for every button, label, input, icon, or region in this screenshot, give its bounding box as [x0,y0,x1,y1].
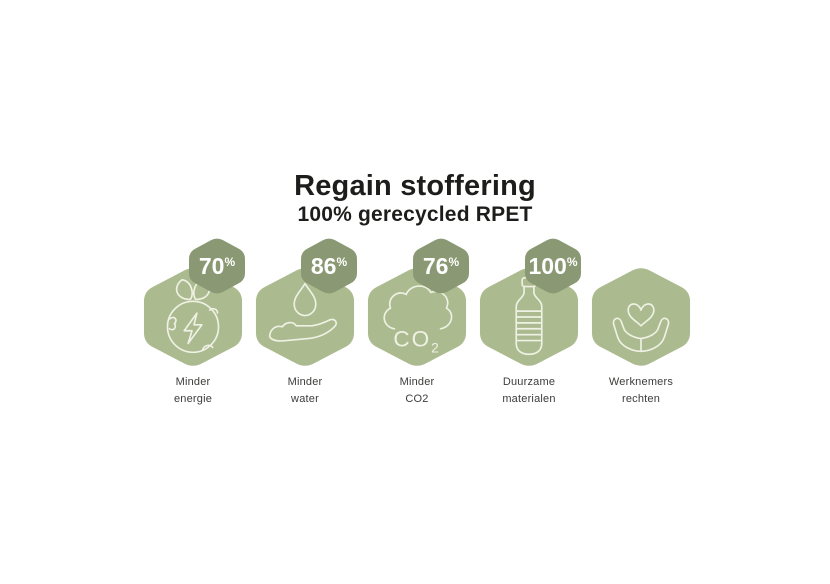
badge-hexagon [413,238,469,294]
plastic-bottle-icon [515,276,543,356]
stat-label-line1: Minder [175,376,211,388]
percent-value: 70% [199,253,236,279]
co2-cloud-icon [383,285,453,330]
stat-hexagon-workers: Werknemers rechten [591,266,691,405]
hands-heart-icon [612,303,670,353]
title-block: Regain stoffering 100% gerecycled RPET [0,171,830,226]
stat-hexagon-water: 86% Minder water [255,238,357,405]
page-subtitle: 100% gerecycled RPET [297,203,533,227]
stat-label-line1: Minder [287,376,323,388]
co2-icon-text: CO2 [393,326,438,355]
stat-label: Werknemers rechten [585,374,697,407]
hexagon-shape [591,268,691,366]
stat-label: Minder CO2 [361,374,473,407]
stat-label-line2: energie [173,392,213,405]
stat-hexagon-co2: CO2 76% Minder CO2 [367,238,469,405]
percent-badge: 76% [413,238,469,294]
stat-label: Minder water [249,374,361,407]
stat-label-line2: water [291,392,319,405]
badge-hexagon [189,238,245,294]
hexagon-background [591,268,691,366]
percent-value: 100% [528,253,577,279]
badge-hexagon [525,238,581,294]
percent-badge: 70% [189,238,245,294]
stat-label: Minder energie [137,374,249,407]
stat-label-line1: Minder [399,376,435,388]
stats-row: 70% Minder energie 86% Minder [143,238,691,405]
stat-label-line2: CO2 [405,392,429,405]
stat-hexagon-materials: 100% Duurzame materialen [479,238,581,405]
badge-hexagon [301,238,357,294]
stat-label-line1: Werknemers [608,376,674,388]
stat-label-line2: materialen [502,392,556,405]
hand-water-drop-icon [268,282,337,342]
percent-badge: 100% [525,238,581,294]
percent-badge: 86% [301,238,357,294]
percent-value: 76% [423,253,460,279]
stat-label-line1: Duurzame [502,376,556,388]
page-title: Regain stoffering [294,170,536,202]
stat-hexagon-energy: 70% Minder energie [143,238,245,405]
stat-label-line2: rechten [621,392,661,405]
stat-label: Duurzame materialen [473,374,585,407]
percent-value: 86% [311,253,348,279]
